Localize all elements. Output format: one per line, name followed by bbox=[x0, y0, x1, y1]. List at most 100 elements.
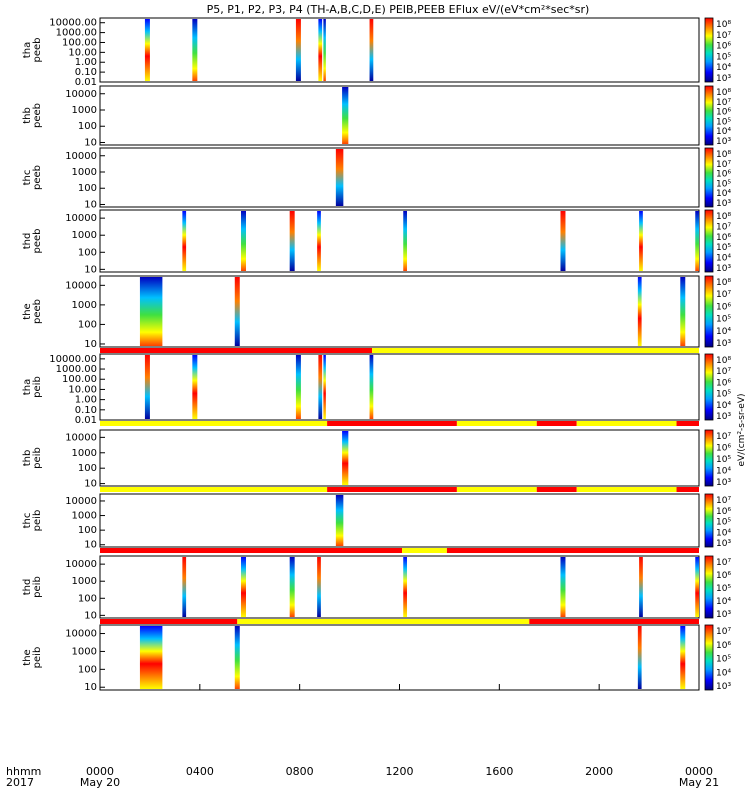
panel-the-peeb: 10 100 1000 10000 the peeb 10⁸ 10⁷ 10⁶ 10⁵ 10⁴ 10³ bbox=[22, 275, 731, 353]
spectrogram-burst bbox=[369, 355, 374, 419]
spectrogram-burst bbox=[318, 19, 323, 81]
y-tick-label: 10 bbox=[84, 540, 97, 551]
y-axis-label-product: peeb bbox=[32, 165, 43, 190]
colorbar-tick-label: 10³ bbox=[716, 137, 731, 147]
y-tick-label: 1000 bbox=[72, 646, 97, 657]
colorbar-tick-label: 10⁷ bbox=[716, 627, 731, 637]
y-tick-label: 1000 bbox=[72, 167, 97, 178]
colorbar-tick-label: 10⁴ bbox=[716, 189, 731, 199]
colorbar-tick-label: 10³ bbox=[716, 539, 731, 549]
colorbar-tick-label: 10⁶ bbox=[716, 641, 731, 651]
colorbar-tick-label: 10⁴ bbox=[716, 597, 731, 607]
colorbar-tick-label: 10⁷ bbox=[716, 160, 731, 170]
colorbar-tick-label: 10⁴ bbox=[716, 63, 731, 73]
y-tick-label: 1.00 bbox=[75, 57, 97, 68]
y-tick-label: 10000 bbox=[65, 629, 97, 640]
colorbar bbox=[704, 493, 714, 548]
x-date-label: May 20 bbox=[80, 776, 120, 789]
colorbar-tick-label: 10⁴ bbox=[716, 254, 731, 264]
colorbar-tick-label: 10⁶ bbox=[716, 378, 731, 388]
panel-thd-peib: 10 100 1000 10000 thd peib 10⁷ 10⁶ 10⁵ 10⁴ 10³ bbox=[22, 555, 731, 624]
colorbar-tick-label: 10⁷ bbox=[716, 432, 731, 442]
mode-bar-segment bbox=[456, 421, 537, 426]
y-tick-label: 0.10 bbox=[75, 405, 97, 416]
panel-frame bbox=[99, 17, 700, 83]
spectrogram-burst bbox=[369, 19, 374, 81]
spectrogram-burst bbox=[637, 277, 642, 346]
spectrogram-burst bbox=[192, 355, 198, 419]
spectrogram-burst bbox=[241, 211, 247, 271]
colorbar-tick-label: 10³ bbox=[716, 339, 731, 349]
y-tick-label: 10.00 bbox=[68, 47, 97, 58]
y-tick-label: 10 bbox=[84, 264, 97, 275]
colorbar-tick-label: 10⁷ bbox=[716, 290, 731, 300]
spectrogram-burst bbox=[342, 431, 349, 485]
panel-frame bbox=[99, 275, 700, 348]
y-axis-label-product: peeb bbox=[32, 103, 43, 128]
colorbar bbox=[704, 555, 714, 619]
y-tick-label: 100 bbox=[78, 183, 97, 194]
y-tick-label: 10000 bbox=[65, 89, 97, 100]
spectrogram-burst bbox=[289, 211, 295, 271]
colorbar-tick-label: 10⁶ bbox=[716, 108, 731, 118]
y-tick-label: 100 bbox=[78, 247, 97, 258]
x-tick-label: 2000 bbox=[585, 765, 613, 778]
colorbar-tick-label: 10⁴ bbox=[716, 467, 731, 477]
colorbar-tick-label: 10⁶ bbox=[716, 507, 731, 517]
spectrogram-burst bbox=[234, 626, 240, 689]
y-axis-label-product: peib bbox=[32, 376, 43, 398]
y-tick-label: 1000 bbox=[72, 511, 97, 522]
spectrogram-burst bbox=[639, 211, 643, 271]
mode-bar-segment bbox=[100, 348, 373, 353]
colorbar-tick-label: 10⁷ bbox=[716, 496, 731, 506]
mode-bar-segment bbox=[401, 548, 447, 553]
spectrogram-burst bbox=[695, 557, 699, 617]
panel-frame bbox=[99, 353, 700, 421]
spectrogram-burst bbox=[318, 355, 323, 419]
colorbar-tick-label: 10⁶ bbox=[716, 170, 731, 180]
y-tick-label: 100 bbox=[78, 664, 97, 675]
mode-bar-segment bbox=[456, 487, 537, 492]
spectrogram-burst bbox=[695, 211, 699, 271]
spectrogram-burst bbox=[295, 355, 301, 419]
spectrogram-burst bbox=[139, 277, 163, 346]
y-tick-label: 0.10 bbox=[75, 67, 97, 78]
y-tick-label: 1.00 bbox=[75, 395, 97, 406]
y-tick-label: 1000 bbox=[72, 576, 97, 587]
y-axis-label-probe: thd bbox=[22, 233, 33, 250]
y-tick-label: 0.01 bbox=[75, 77, 97, 88]
y-tick-label: 1000 bbox=[72, 300, 97, 311]
y-axis-label-product: peib bbox=[32, 576, 43, 598]
y-axis-label-probe: tha bbox=[22, 379, 33, 395]
y-tick-label: 10000.00 bbox=[49, 18, 97, 29]
mode-bar-segment bbox=[536, 421, 577, 426]
colorbar-tick-label: 10⁶ bbox=[716, 571, 731, 581]
colorbar-tick-label: 10⁵ bbox=[716, 455, 731, 465]
mode-bar-segment bbox=[237, 619, 530, 624]
x-tick-label: 0000 bbox=[86, 765, 114, 778]
y-tick-label: 10000 bbox=[65, 432, 97, 443]
spectrogram-burst bbox=[680, 626, 686, 689]
y-axis-label-probe: thb bbox=[22, 450, 33, 467]
y-tick-label: 100.00 bbox=[62, 37, 97, 48]
spectrogram-burst bbox=[317, 211, 321, 271]
figure-title: P5, P1, P2, P3, P4 (TH-A,B,C,D,E) PEIB,P… bbox=[207, 3, 590, 16]
spectrogram-burst bbox=[335, 495, 344, 546]
colorbar-tick-label: 10³ bbox=[716, 610, 731, 620]
y-axis-label-probe: thc bbox=[22, 170, 33, 186]
spectrogram-burst bbox=[680, 277, 686, 346]
y-axis-label-product: peeb bbox=[32, 229, 43, 254]
colorbar-tick-label: 10⁴ bbox=[716, 528, 731, 538]
y-axis-label-probe: thd bbox=[22, 579, 33, 596]
y-tick-label: 100 bbox=[78, 593, 97, 604]
colorbar-tick-label: 10⁷ bbox=[716, 31, 731, 41]
colorbar-tick-label: 10⁸ bbox=[716, 212, 731, 222]
spectrogram-burst bbox=[241, 557, 247, 617]
panels: 0.010.101.0010.00100.001000.0010000.00th… bbox=[22, 17, 731, 693]
mode-bar-segment bbox=[676, 421, 699, 426]
